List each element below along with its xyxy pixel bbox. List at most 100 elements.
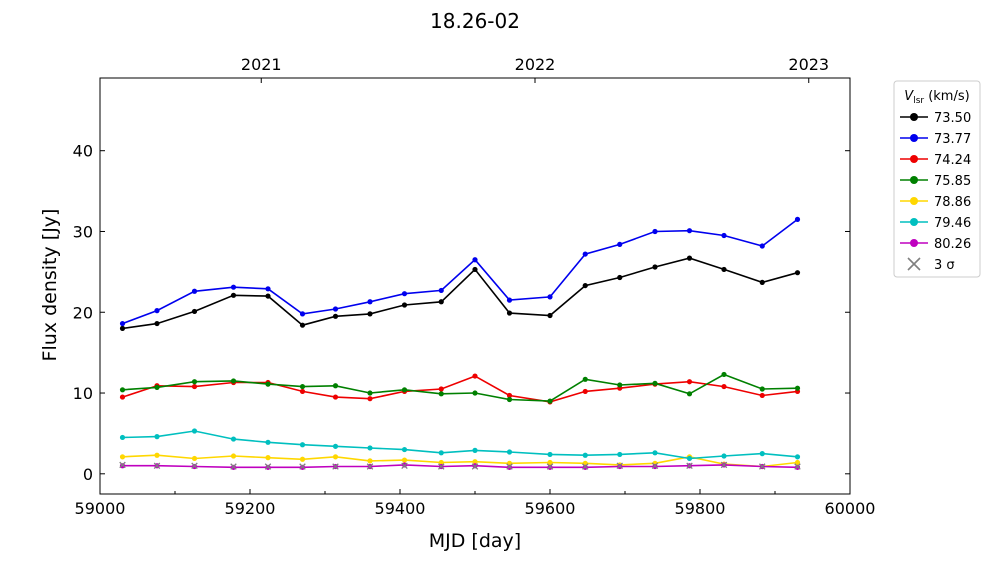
plot-frame [99,77,851,495]
sigma-marker [264,463,272,470]
data-point [119,434,126,441]
sigma-marker [686,462,693,469]
data-point [582,388,588,395]
series-80.26 [119,462,801,470]
sigma-marker [401,462,408,469]
data-point [438,386,444,392]
data-point [759,279,765,285]
data-point [506,396,513,403]
data-point [506,310,513,316]
data-point [154,384,160,390]
legend-label: 80.26 [934,237,971,252]
sigma-marker [299,463,306,470]
series-74.24 [119,373,801,405]
data-point [154,452,160,458]
legend-entry-3-sigma: 3 σ [907,257,955,273]
data-point [230,378,237,384]
data-point [582,452,588,458]
legend-marker [910,176,918,184]
series-73.50 [119,255,801,332]
data-point [438,450,444,456]
data-point [119,394,126,400]
data-point [721,453,727,459]
legend-label: 75.85 [934,174,971,189]
data-point [119,387,126,393]
legend-marker [910,113,918,121]
data-point [401,291,408,297]
data-point [472,266,478,273]
legend-label: 73.50 [934,111,971,126]
data-point [230,453,237,459]
sigma-marker [191,462,198,469]
data-point [686,379,693,385]
data-point [547,451,553,458]
sigma-marker [758,463,766,470]
data-point [119,320,126,327]
legend-label: 79.46 [934,216,971,231]
data-point [191,455,198,462]
data-point [191,308,198,315]
x-axis-label: MJD [day] [429,530,521,552]
data-point [506,392,513,399]
data-point [794,459,801,466]
data-point [191,383,198,390]
data-point [472,459,478,465]
data-point [721,266,727,273]
sigma-marker [581,463,589,470]
sigma-marker [230,463,237,470]
data-point [367,445,373,451]
data-point [506,449,513,455]
data-point [332,394,339,400]
y-tick-label: 10 [73,384,93,403]
legend-entry-79.46: 79.46 [900,216,971,231]
series-line-75.85 [122,373,798,402]
data-point [547,312,553,319]
x-tick-label: 59400 [375,499,426,518]
data-point [686,255,693,261]
data-point [759,392,765,399]
data-point [299,311,306,317]
data-point [367,458,373,464]
data-point [547,398,553,404]
data-point [794,270,801,276]
y-tick-label: 20 [73,303,93,322]
legend-label: 73.77 [934,132,971,147]
legend-title-unit: (km/s) [924,89,970,104]
sigma-marker [437,463,445,470]
data-point [299,383,306,390]
data-point [332,306,339,312]
data-point [652,228,658,235]
data-point [794,454,801,460]
top-x-tick-label: 2023 [788,55,829,74]
legend-title-sub: lsr [913,96,924,106]
chart-title: 18.26-02 [430,9,520,33]
legend-entry-78.86: 78.86 [900,195,971,210]
top-x-tick-label: 2022 [515,55,556,74]
y-tick-label: 30 [73,222,93,241]
data-point [472,390,478,396]
data-point [265,439,271,445]
sigma-marker [720,461,728,469]
data-point [686,391,693,397]
data-point [617,451,623,458]
plot-area [119,216,801,470]
data-point [265,286,271,292]
data-point [506,297,513,303]
data-point [547,294,553,300]
data-point [617,382,623,388]
data-point [299,322,306,328]
data-point [794,385,801,391]
data-point [472,373,478,379]
data-point [154,434,160,440]
sigma-marker [651,462,659,469]
data-point [332,443,339,449]
data-point [472,257,478,263]
data-point [686,228,693,234]
x-tick-label: 59800 [675,499,726,518]
data-point [230,436,237,442]
data-point [617,241,623,247]
series-line-79.46 [122,430,798,460]
data-point [721,383,727,390]
y-tick-label: 40 [73,142,93,161]
data-point [438,287,444,294]
